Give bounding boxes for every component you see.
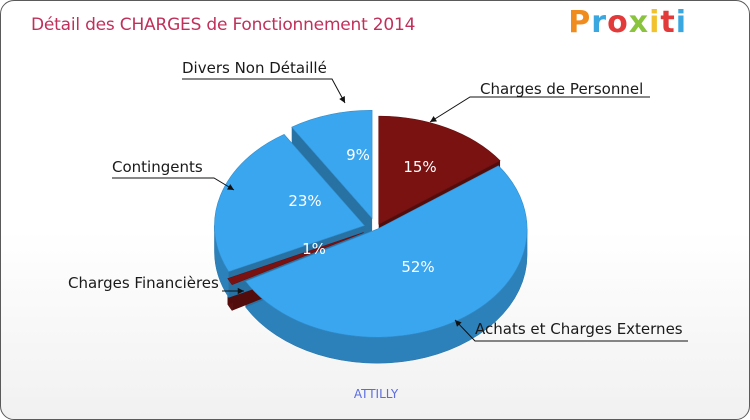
logo-letter: i [675,5,687,40]
leader-arrowhead [237,287,244,295]
leader-arrowhead [339,96,345,103]
pie-tops [214,110,528,338]
pie-slice[interactable] [227,232,364,285]
leader-arrowhead [227,184,234,190]
slice-percent-label: 15% [403,158,436,176]
logo-letter: i [649,5,661,40]
pie-slice[interactable] [378,115,501,225]
pie-slice[interactable] [291,110,373,220]
logo-letter: r [591,5,608,40]
slice-category-label: Charges de Personnel [480,80,643,98]
logo-letter: x [628,5,650,40]
leader-line [182,78,346,104]
leader-arrowhead [455,320,462,327]
chart-title: Détail des CHARGES de Fonctionnement 201… [31,15,416,35]
leader-line [112,177,235,191]
commune-label: ATTILLY [353,387,399,401]
slice-percent-label: 1% [302,240,326,258]
logo-letter: P [568,5,592,40]
slice-category-label: Charges Financières [68,274,219,292]
leader-line [454,319,688,342]
pie-slice[interactable] [214,134,365,272]
slice-category-label: Divers Non Détaillé [182,59,327,77]
leader-arrowhead [430,115,437,122]
proxiti-logo: Proxiti [568,5,687,40]
logo-letter: t [660,5,676,40]
slice-category-label: Contingents [112,158,203,176]
leader-line [429,96,650,123]
slice-percent-label: 52% [401,258,434,276]
slice-percent-label: 23% [288,192,321,210]
logo-letter: o [607,5,629,40]
slice-category-label: Achats et Charges Externes [475,320,683,338]
pie-slice[interactable] [245,165,528,338]
slice-percent-label: 9% [346,146,370,164]
